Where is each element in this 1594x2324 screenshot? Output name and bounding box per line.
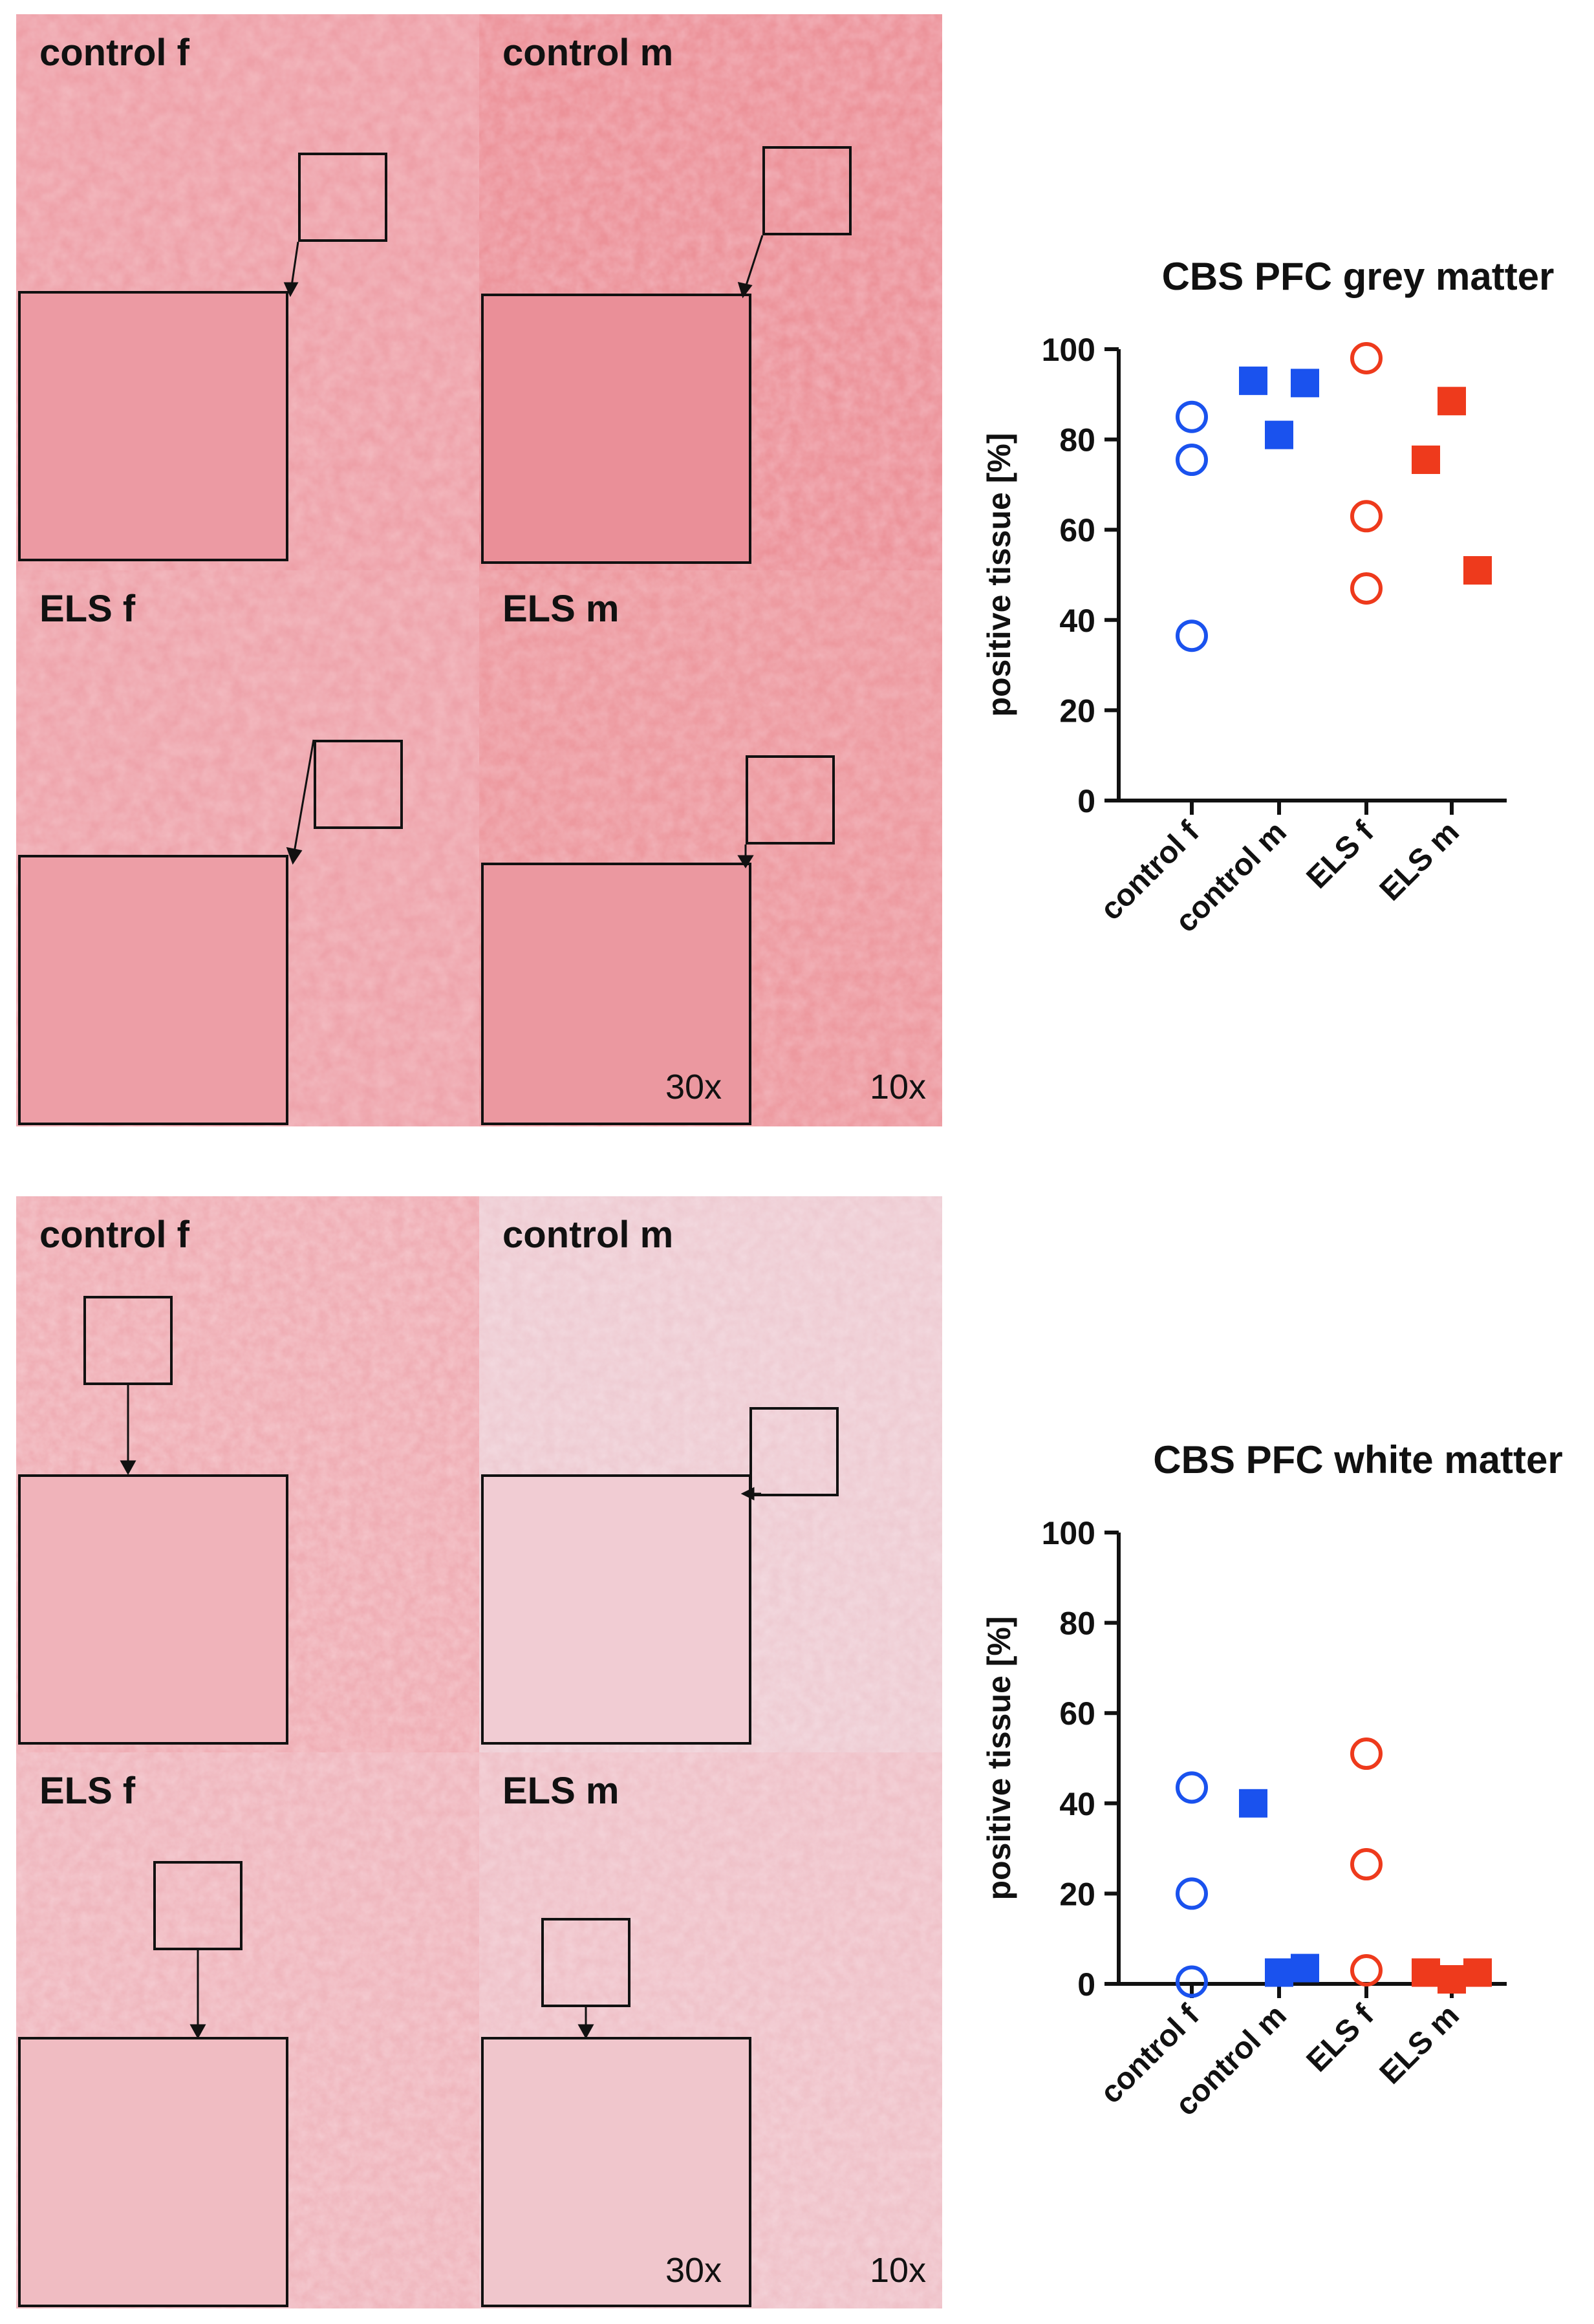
y-tick-label: 60 — [1059, 1695, 1095, 1732]
zoom-region-box — [541, 1918, 630, 2007]
micrograph-els-f: ELS f — [16, 570, 479, 1126]
zoom-region-box — [83, 1296, 173, 1385]
y-axis-label: positive tissue [%] — [981, 1617, 1017, 1900]
data-point — [1291, 369, 1319, 398]
y-tick-label: 40 — [1059, 603, 1095, 639]
chart-title: CBS PFC white matter — [1153, 1438, 1562, 1481]
data-point — [1412, 446, 1440, 475]
magnification-inset-label: 30x — [665, 2251, 722, 2290]
micrograph-els-f: ELS f — [16, 1752, 479, 2308]
zoom-inset — [481, 1474, 751, 1745]
y-tick-label: 80 — [1059, 422, 1095, 458]
data-point — [1350, 1738, 1383, 1770]
data-point — [1265, 420, 1293, 449]
micrograph-control-m: control m — [479, 1196, 942, 1752]
panel-label: control m — [502, 1214, 674, 1256]
data-point — [1438, 1965, 1466, 1994]
panel-label: control f — [39, 1214, 189, 1256]
x-tick-label: ELS m — [1373, 815, 1466, 907]
y-tick-label: 20 — [1059, 1876, 1095, 1912]
magnification-overview-label: 10x — [870, 2251, 927, 2290]
zoom-inset — [18, 2037, 288, 2307]
data-point — [1239, 1789, 1267, 1818]
micrograph-control-m: control m — [479, 14, 942, 570]
zoom-region-box — [298, 153, 387, 242]
data-point — [1350, 1848, 1383, 1881]
data-point — [1291, 1953, 1319, 1983]
x-tick-label: ELS m — [1373, 1998, 1466, 2091]
x-tick-label: ELS f — [1300, 815, 1381, 896]
chart-white-matter: CBS PFC white matter 0 20 40 60 80 100 positive… — [981, 1438, 1563, 2122]
data-point — [1350, 341, 1383, 374]
data-point — [1176, 619, 1208, 652]
y-axis-label: positive tissue [%] — [981, 433, 1017, 717]
leader-arrows — [120, 1385, 761, 2039]
panel-label: control f — [39, 32, 189, 74]
zoom-region-box — [762, 146, 852, 235]
y-tick-label: 100 — [1042, 332, 1095, 368]
white-matter-block: control f control m — [0, 1183, 1594, 2308]
y-tick-label: 20 — [1059, 693, 1095, 729]
micrograph-control-f: control f — [16, 14, 479, 570]
data-point — [1350, 1954, 1383, 1987]
y-tick-label: 80 — [1059, 1606, 1095, 1642]
grey-matter-block: control f control m — [0, 0, 1594, 1126]
zoom-inset — [18, 855, 288, 1125]
panel-label: ELS f — [39, 588, 136, 630]
y-tick-label: 0 — [1077, 1966, 1095, 2003]
zoom-inset — [481, 294, 751, 564]
zoom-region-box — [314, 740, 403, 829]
data-point — [1350, 572, 1383, 605]
tissue-texture — [16, 1752, 479, 2308]
data-point — [1412, 1958, 1440, 1987]
data-point — [1239, 366, 1267, 395]
zoom-region-box — [746, 755, 835, 845]
data-point — [1265, 1958, 1293, 1987]
zoom-inset — [18, 1474, 288, 1745]
data-point — [1176, 444, 1208, 477]
zoom-region-box — [749, 1407, 839, 1496]
panel-label: control m — [502, 32, 674, 74]
magnification-inset-label: 30x — [665, 1068, 722, 1106]
magnification-overview-label: 10x — [870, 1068, 927, 1106]
zoom-inset — [481, 863, 751, 1125]
chart-grey-matter: CBS PFC grey matter 0 20 40 60 80 100 positive … — [981, 255, 1555, 939]
data-point — [1463, 1958, 1492, 1987]
panel-label: ELS f — [39, 1770, 136, 1812]
leader-arrows — [283, 235, 764, 868]
panel-label: ELS m — [502, 588, 619, 630]
data-point — [1350, 500, 1383, 533]
x-tick-label: ELS f — [1300, 1998, 1381, 2079]
zoom-inset — [481, 2037, 751, 2307]
zoom-inset — [18, 291, 288, 561]
chart-title: CBS PFC grey matter — [1162, 255, 1555, 298]
micrograph-els-m: ELS m 30x 10x — [479, 570, 942, 1126]
micrograph-control-f: control f — [16, 1196, 479, 1752]
data-point — [1176, 1771, 1208, 1804]
y-tick-label: 100 — [1042, 1515, 1095, 1551]
data-point — [1438, 387, 1466, 416]
data-point — [1176, 1965, 1208, 1998]
micrograph-els-m: ELS m 30x 10x — [479, 1752, 942, 2308]
data-point — [1176, 1877, 1208, 1910]
white-matter-micrograph-grid: control f control m — [16, 1196, 942, 2308]
grey-matter-micrograph-grid: control f control m — [16, 14, 942, 1126]
y-tick-label: 40 — [1059, 1786, 1095, 1822]
panel-label: ELS m — [502, 1770, 619, 1812]
y-tick-label: 60 — [1059, 512, 1095, 548]
y-tick-label: 0 — [1077, 783, 1095, 819]
zoom-region-box — [153, 1861, 242, 1950]
data-point — [1463, 556, 1492, 585]
data-point — [1176, 400, 1208, 433]
